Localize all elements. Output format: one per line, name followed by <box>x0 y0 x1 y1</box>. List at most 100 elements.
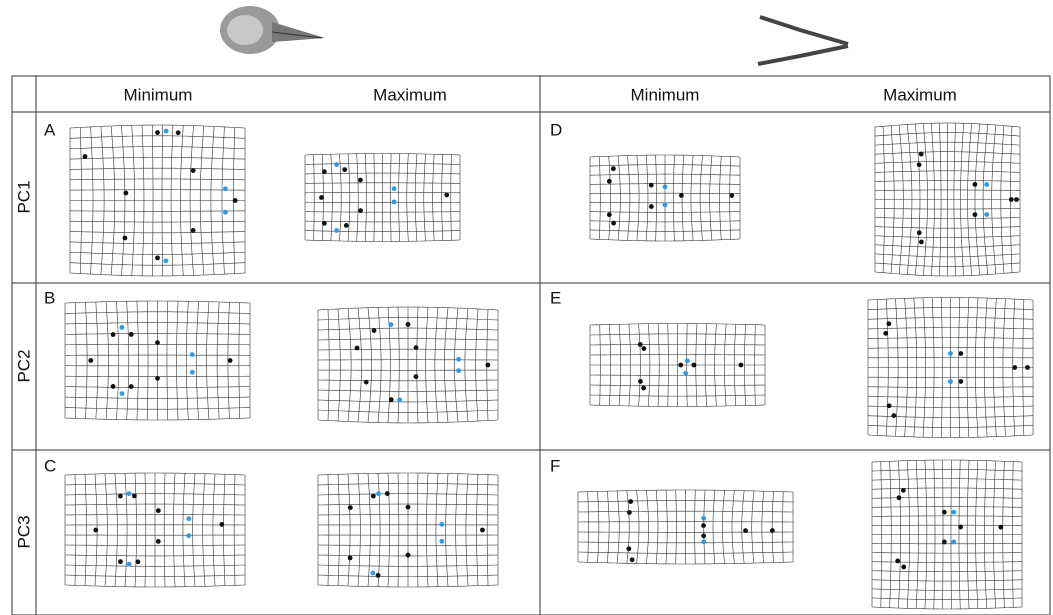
grid-line <box>426 307 428 423</box>
panel-letter: D <box>550 120 562 139</box>
landmark <box>120 391 125 396</box>
landmark <box>389 397 394 402</box>
landmark <box>641 386 646 391</box>
landmark <box>958 379 963 384</box>
grid-line <box>164 473 165 587</box>
grid-line <box>465 309 468 422</box>
landmark <box>649 183 654 188</box>
grid-line <box>338 474 340 585</box>
grid-line <box>70 263 245 266</box>
landmark <box>1012 365 1017 370</box>
grid-line <box>70 168 245 169</box>
landmark <box>358 208 363 213</box>
landmark <box>973 212 978 217</box>
grid-line <box>417 473 418 587</box>
figure: Minimum Maximum Minimum Maximum PC1 PC2 … <box>0 0 1053 615</box>
landmark <box>701 533 706 538</box>
landmark <box>1014 197 1019 202</box>
landmark <box>372 328 377 333</box>
landmark <box>887 403 892 408</box>
grid-line <box>125 473 127 586</box>
landmark <box>155 255 160 260</box>
grid-line <box>145 473 146 587</box>
grid-line <box>193 473 195 586</box>
landmark <box>895 559 900 564</box>
grid-line <box>239 303 240 419</box>
grid-line <box>618 156 620 240</box>
grid-line <box>70 273 245 276</box>
landmark <box>406 322 411 327</box>
landmark <box>701 539 706 544</box>
landmark <box>127 562 132 567</box>
grid-line <box>358 474 360 587</box>
panel-letter: E <box>550 288 561 307</box>
grid-line <box>207 302 209 420</box>
landmark <box>998 525 1003 530</box>
landmark <box>628 499 633 504</box>
grid-line <box>374 154 375 242</box>
landmark <box>611 166 616 171</box>
grid-line <box>444 308 448 423</box>
grid-line <box>588 492 589 563</box>
grid-line <box>720 156 722 240</box>
grid-line <box>398 307 399 423</box>
grid-line <box>466 474 468 586</box>
landmark <box>679 193 684 198</box>
grid-line <box>433 154 435 241</box>
grid-line <box>378 307 381 422</box>
grid-line <box>772 491 773 562</box>
grid-line <box>196 301 198 419</box>
landmark <box>364 380 369 385</box>
landmark <box>334 228 339 233</box>
panel-letter: A <box>44 120 56 139</box>
landmark <box>164 129 169 134</box>
landmark <box>630 557 635 562</box>
landmark <box>663 184 668 189</box>
landmark <box>901 565 906 570</box>
grid-line <box>872 589 1022 591</box>
grid-line <box>446 473 448 586</box>
landmark <box>155 340 160 345</box>
grid-line <box>368 308 372 423</box>
landmark <box>406 553 411 558</box>
landmark <box>948 379 953 384</box>
grid-line <box>695 490 696 564</box>
landmark <box>322 169 327 174</box>
grid-line <box>173 473 175 587</box>
landmark <box>322 221 327 226</box>
panel-letter: F <box>550 456 560 475</box>
landmark <box>397 397 402 402</box>
grid-line <box>217 302 219 419</box>
landmark <box>958 525 963 530</box>
landmark <box>176 130 181 135</box>
landmark <box>683 371 688 376</box>
landmark <box>190 370 195 375</box>
grid-line <box>872 607 1022 609</box>
grid-line <box>106 302 108 420</box>
grid-line <box>666 490 667 564</box>
landmark <box>626 546 631 551</box>
landmark <box>123 191 128 196</box>
grid-line <box>75 303 76 419</box>
landmark <box>917 230 922 235</box>
landmark <box>186 533 191 538</box>
grid-line <box>203 474 205 587</box>
landmark <box>739 363 744 368</box>
grid-line <box>676 490 677 564</box>
grid-line <box>177 301 179 420</box>
grid-line <box>70 157 245 159</box>
landmark <box>111 332 116 337</box>
grid-line <box>70 147 245 149</box>
landmark <box>1009 197 1014 202</box>
landmark <box>729 193 734 198</box>
grid-line <box>872 571 1022 572</box>
grid-line <box>487 475 488 586</box>
landmark <box>973 182 978 187</box>
grid-line <box>682 155 684 241</box>
grid-line <box>70 221 245 222</box>
row-label: PC1 <box>14 180 33 213</box>
landmark <box>156 508 161 513</box>
landmark <box>156 539 161 544</box>
grid-line <box>637 155 639 240</box>
landmark <box>118 494 123 499</box>
